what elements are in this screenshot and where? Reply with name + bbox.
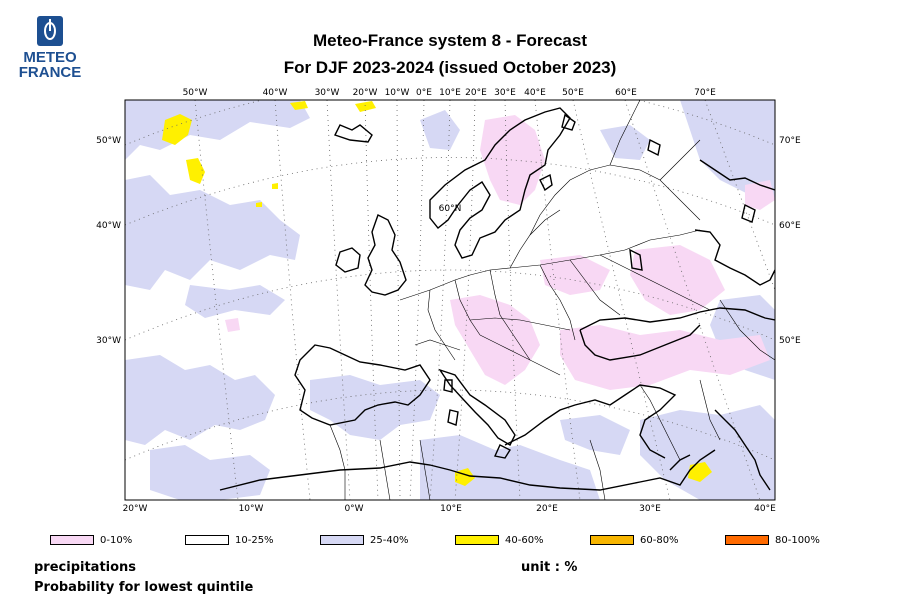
variable-label: precipitations — [34, 560, 137, 575]
right-label: 60°E — [779, 221, 801, 231]
right-label: 70°E — [779, 136, 801, 146]
legend-item: 40-60% — [455, 534, 544, 546]
chart-title: Meteo-France system 8 - Forecast — [313, 31, 587, 50]
meteo-france-logo-icon — [37, 16, 63, 46]
top-lon-label: 70°E — [694, 88, 716, 98]
top-lon-label: 0°E — [416, 88, 432, 98]
logo-line2: FRANCE — [18, 64, 82, 81]
right-labels: 70°E 60°E 50°E — [779, 136, 801, 346]
legend-swatch — [455, 535, 499, 545]
map-frame — [124, 99, 776, 501]
logo-line1: METEO — [23, 49, 77, 66]
bottom-lon-label: 20°W — [123, 504, 148, 514]
legend-label: 40-60% — [505, 534, 544, 546]
region-40-60 — [162, 101, 712, 486]
top-lon-label: 10°W — [385, 88, 410, 98]
legend-item: 0-10% — [50, 534, 132, 546]
legend-label: 80-100% — [775, 534, 820, 546]
legend-item: 60-80% — [590, 534, 679, 546]
left-label: 40°W — [96, 221, 121, 231]
left-labels: 50°W 40°W 30°W — [96, 136, 121, 346]
legend-swatch — [50, 535, 94, 545]
top-lon-label: 50°W — [183, 88, 208, 98]
legend-swatch — [320, 535, 364, 545]
top-lon-label: 20°E — [465, 88, 487, 98]
region-0-10 — [225, 115, 775, 390]
left-label: 30°W — [96, 336, 121, 346]
top-lon-label: 10°E — [439, 88, 461, 98]
top-lon-label: 30°E — [494, 88, 516, 98]
bottom-lon-label: 0°W — [344, 504, 363, 514]
legend-swatch — [185, 535, 229, 545]
chart-subtitle: For DJF 2023-2024 (issued October 2023) — [283, 58, 617, 77]
top-lon-label: 40°E — [524, 88, 546, 98]
bottom-lon-labels: 20°W 10°W 0°W 10°E 20°E 30°E 40°E — [123, 504, 777, 514]
meteo-france-logo: METEO FRANCE — [14, 14, 86, 84]
legend-swatch — [725, 535, 769, 545]
top-lon-label: 50°E — [562, 88, 584, 98]
description-label: Probability for lowest quintile — [34, 580, 254, 595]
top-lon-labels: 50°W 40°W 30°W 20°W 10°W 0°E 10°E 20°E 3… — [183, 88, 717, 98]
left-label: 50°W — [96, 136, 121, 146]
legend-item: 10-25% — [185, 534, 274, 546]
right-label: 50°E — [779, 336, 801, 346]
bottom-lon-label: 20°E — [536, 504, 558, 514]
bottom-lon-label: 10°E — [440, 504, 462, 514]
legend-label: 10-25% — [235, 534, 274, 546]
legend-item: 80-100% — [725, 534, 820, 546]
top-lon-label: 60°E — [615, 88, 637, 98]
bottom-lon-label: 10°W — [239, 504, 264, 514]
legend-label: 25-40% — [370, 534, 409, 546]
bottom-lon-label: 40°E — [754, 504, 776, 514]
coastlines — [219, 107, 775, 491]
top-lon-label: 40°W — [263, 88, 288, 98]
legend-label: 0-10% — [100, 534, 133, 546]
bottom-lon-label: 30°E — [639, 504, 661, 514]
legend-label: 60-80% — [640, 534, 679, 546]
logo-text: METEO FRANCE — [14, 50, 86, 80]
legend-item: 25-40% — [320, 534, 409, 546]
top-lon-label: 20°W — [353, 88, 378, 98]
graticule — [125, 100, 775, 500]
unit-label: unit : % — [521, 560, 578, 575]
latitude-label-60n: 60°N — [439, 204, 462, 214]
borders — [329, 100, 775, 500]
legend-swatch — [590, 535, 634, 545]
top-lon-label: 30°W — [315, 88, 340, 98]
